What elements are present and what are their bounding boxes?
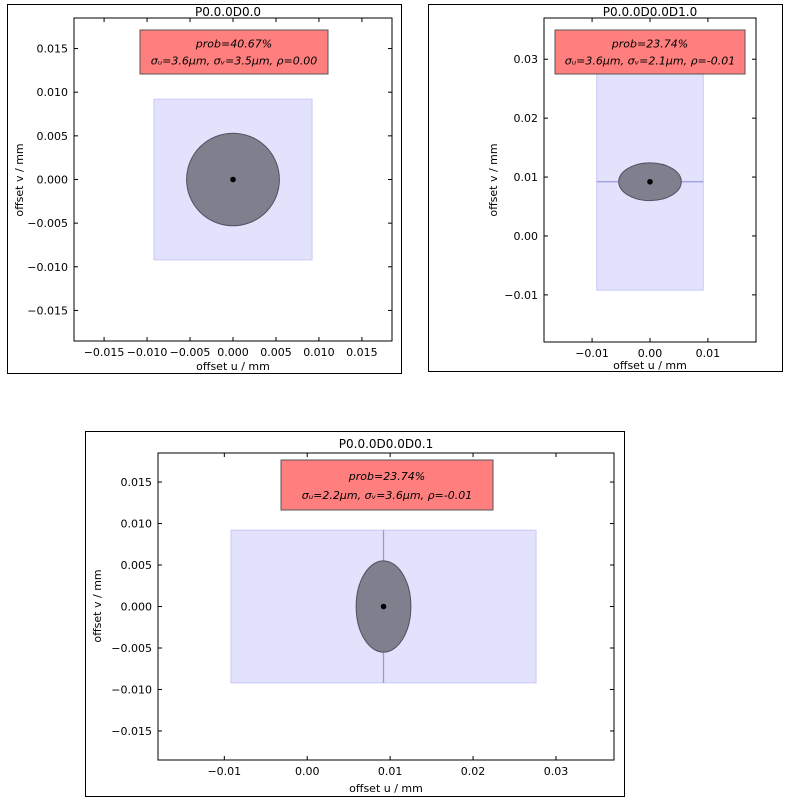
chart-title: P0.0.0D0.0D1.0	[603, 5, 697, 19]
info-sigmas: σᵤ=3.6μm, σᵥ=2.1μm, ρ=-0.01	[565, 54, 735, 67]
x-axis-label: offset u / mm	[613, 359, 687, 372]
plot-content	[153, 98, 313, 261]
y-tick-label: −0.005	[27, 217, 68, 230]
data-point	[380, 603, 387, 610]
chart-panel-3: −0.01 0.00 0.01 0.02 0.03 0.015 0.010 0.005 0.00…	[85, 431, 625, 797]
y-tick-label: 0.015	[121, 476, 153, 489]
y-tick-label: 0.000	[37, 174, 69, 187]
x-tick-label: −0.01	[575, 347, 609, 360]
x-axis-label: offset u / mm	[349, 782, 423, 795]
y-tick-label: 0.015	[37, 43, 69, 56]
data-point	[647, 178, 653, 185]
y-axis-label: offset v / mm	[487, 143, 500, 216]
x-tick-label: −0.015	[84, 346, 125, 359]
y-tick-label: 0.02	[514, 112, 539, 125]
x-tick-label: 0.02	[461, 765, 486, 778]
info-sigmas: σᵤ=2.2μm, σᵥ=3.6μm, ρ=-0.01	[302, 489, 472, 502]
y-tick-label: 0.000	[121, 601, 153, 614]
x-axis-label: offset u / mm	[196, 360, 270, 373]
x-tick-label: 0.010	[303, 346, 335, 359]
x-tick-label: 0.03	[544, 765, 569, 778]
y-tick-label: −0.005	[111, 642, 152, 655]
chart-svg-2: −0.01 0.00 0.01 0.03 0.02 0.01 0.00 −0.01 P0.0.0…	[487, 5, 757, 372]
y-tick-label: 0.00	[514, 230, 539, 243]
info-probability: prob=23.74%	[348, 470, 425, 483]
info-box	[554, 29, 746, 75]
chart-svg-1: −0.015 −0.010 −0.005 0.000 0.005 0.010 0.0150.…	[13, 5, 393, 373]
x-tick-label: −0.005	[170, 346, 211, 359]
y-axis-label: offset v / mm	[13, 143, 26, 216]
y-axis-label: offset v / mm	[91, 569, 104, 642]
y-tick-label: 0.005	[37, 130, 69, 143]
x-tick-label: 0.00	[638, 347, 663, 360]
x-tick-label: 0.01	[696, 347, 721, 360]
data-point	[230, 176, 236, 183]
x-tick-label: −0.01	[207, 765, 241, 778]
info-probability: prob=40.67%	[195, 38, 272, 51]
plot-content	[596, 72, 704, 291]
y-tick-label: −0.015	[111, 725, 152, 738]
chart-title: P0.0.0D0.0D0.1	[339, 437, 433, 451]
info-probability: prob=23.74%	[611, 38, 688, 51]
y-tick-label: 0.01	[514, 171, 539, 184]
y-tick-label: −0.010	[111, 683, 152, 696]
y-tick-label: −0.010	[27, 261, 68, 274]
info-box	[139, 29, 329, 75]
info-sigmas: σᵤ=3.6μm, σᵥ=3.5μm, ρ=0.00	[151, 54, 318, 67]
x-tick-label: 0.000	[217, 346, 249, 359]
x-tick-label: 0.01	[378, 765, 403, 778]
y-tick-label: 0.005	[121, 559, 153, 572]
x-tick-label: 0.005	[260, 346, 292, 359]
y-tick-label: 0.03	[514, 53, 539, 66]
chart-title: P0.0.0D0.0	[195, 5, 261, 19]
y-tick-label: 0.010	[121, 518, 153, 531]
chart-panel-2: −0.01 0.00 0.01 0.03 0.02 0.01 0.00 −0.01 P0.0.0…	[428, 4, 783, 372]
chart-panel-1: −0.015 −0.010 −0.005 0.000 0.005 0.010 0.015 0.…	[7, 4, 402, 374]
chart-svg-3: −0.01 0.00 0.01 0.02 0.03 0.015 0.010 0.005 0.00…	[91, 437, 615, 795]
info-box	[280, 459, 494, 511]
x-tick-label: 0.00	[295, 765, 320, 778]
y-tick-label: 0.010	[37, 86, 69, 99]
y-tick-label: −0.015	[27, 304, 68, 317]
x-tick-label: 0.015	[346, 346, 378, 359]
plot-content	[230, 529, 537, 684]
x-tick-label: −0.010	[127, 346, 168, 359]
y-tick-label: −0.01	[504, 289, 538, 302]
